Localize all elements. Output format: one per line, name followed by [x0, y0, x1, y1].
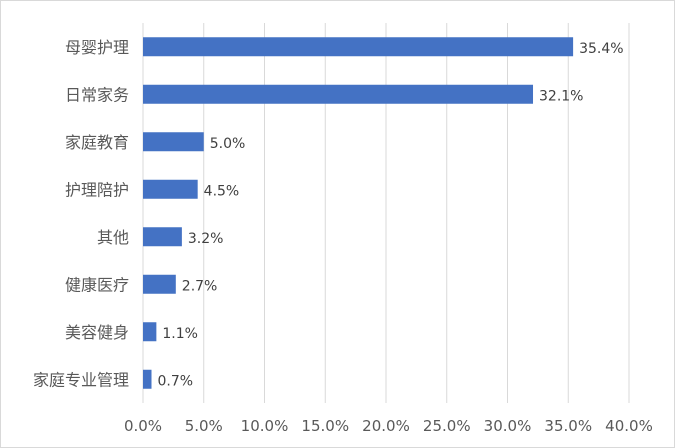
value-label-7: 0.7% [158, 373, 194, 389]
category-label-0: 母婴护理 [65, 38, 129, 57]
value-label-6: 1.1% [162, 326, 198, 342]
bar-3 [143, 179, 198, 199]
x-tick-label-7: 35.0% [544, 417, 592, 435]
bar-1 [143, 84, 534, 104]
bar-7 [143, 369, 152, 389]
x-tick-label-1: 5.0% [185, 417, 223, 435]
category-label-2: 家庭教育 [65, 133, 129, 152]
bar-5 [143, 274, 176, 294]
x-tick-labels: 0.0% 5.0% 10.0% 15.0% 20.0% 25.0% 30.0% 35.0% 40… [124, 417, 653, 435]
value-labels: 35.4% 32.1% 5.0% 4.5% 3.2% 2.7% 1.1% 0.7% [158, 41, 624, 390]
x-tick-label-2: 10.0% [241, 417, 289, 435]
bar-2 [143, 132, 204, 152]
value-label-4: 3.2% [188, 231, 224, 247]
category-label-3: 护理陪护 [65, 180, 129, 199]
grid-lines [142, 23, 630, 403]
value-label-1: 32.1% [539, 88, 583, 104]
category-label-6: 美容健身 [65, 323, 129, 342]
x-tick-label-8: 40.0% [605, 417, 653, 435]
x-tick-label-4: 20.0% [362, 417, 410, 435]
bar-0 [143, 37, 574, 57]
x-tick-label-6: 30.0% [484, 417, 532, 435]
category-label-1: 日常家务 [65, 85, 129, 104]
value-label-3: 4.5% [204, 183, 240, 199]
x-tick-label-0: 0.0% [124, 417, 162, 435]
category-label-5: 健康医疗 [65, 275, 129, 294]
value-label-0: 35.4% [579, 41, 623, 57]
value-label-5: 2.7% [182, 278, 218, 294]
category-label-4: 其他 [97, 228, 129, 247]
x-tick-label-3: 15.0% [301, 417, 349, 435]
x-tick-label-5: 25.0% [423, 417, 471, 435]
bar-6 [143, 322, 157, 342]
bar-4 [143, 227, 182, 247]
bars [143, 37, 574, 389]
value-label-2: 5.0% [210, 136, 246, 152]
category-label-7: 家庭专业管理 [33, 370, 129, 389]
